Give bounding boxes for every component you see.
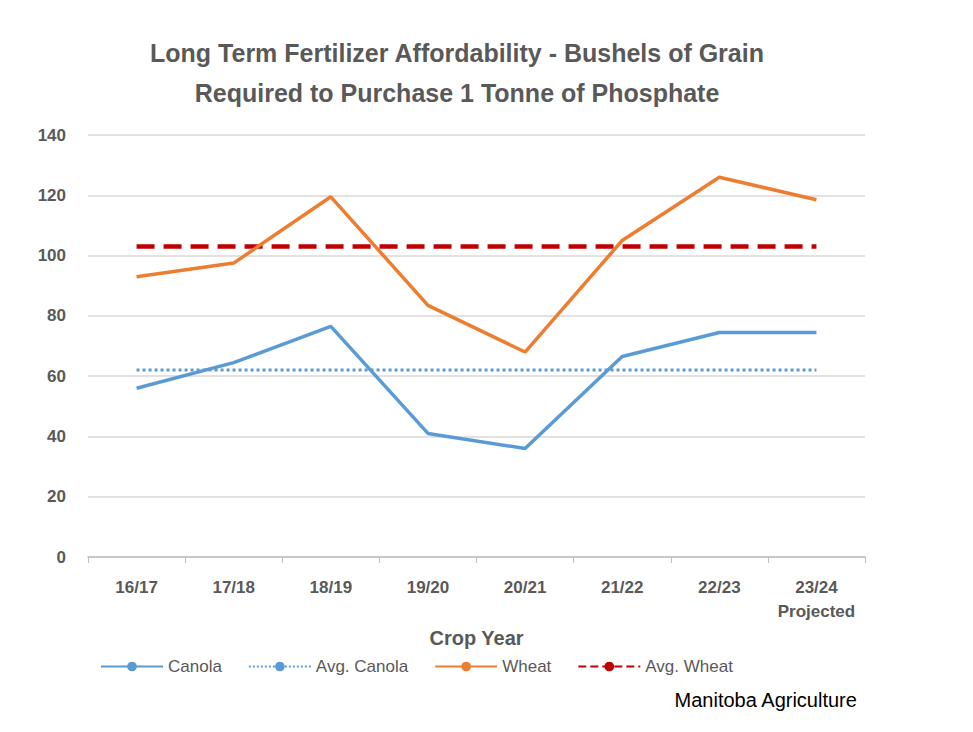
svg-text:Long Term Fertilizer Affordabi: Long Term Fertilizer Affordability - Bus… [150,39,764,67]
svg-text:Projected: Projected [778,602,855,621]
svg-text:80: 80 [47,306,66,325]
svg-text:120: 120 [38,186,66,205]
svg-text:17/18: 17/18 [212,578,255,597]
svg-text:21/22: 21/22 [601,578,644,597]
svg-text:Avg. Canola: Avg. Canola [316,657,409,676]
svg-text:Canola: Canola [168,657,222,676]
svg-text:22/23: 22/23 [698,578,741,597]
svg-text:19/20: 19/20 [407,578,450,597]
svg-text:100: 100 [38,246,66,265]
svg-text:0: 0 [57,548,66,567]
svg-text:20/21: 20/21 [504,578,547,597]
svg-text:140: 140 [38,126,66,145]
svg-text:16/17: 16/17 [115,578,158,597]
svg-text:18/19: 18/19 [310,578,353,597]
svg-text:20: 20 [47,487,66,506]
svg-text:Avg. Wheat: Avg. Wheat [645,657,733,676]
svg-text:60: 60 [47,367,66,386]
svg-text:Required to Purchase 1 Tonne o: Required to Purchase 1 Tonne of Phosphat… [195,79,720,107]
svg-text:40: 40 [47,427,66,446]
svg-text:Wheat: Wheat [502,657,551,676]
svg-text:Crop Year: Crop Year [429,627,523,649]
svg-text:Manitoba Agriculture: Manitoba Agriculture [675,689,857,711]
svg-text:23/24: 23/24 [795,578,838,597]
